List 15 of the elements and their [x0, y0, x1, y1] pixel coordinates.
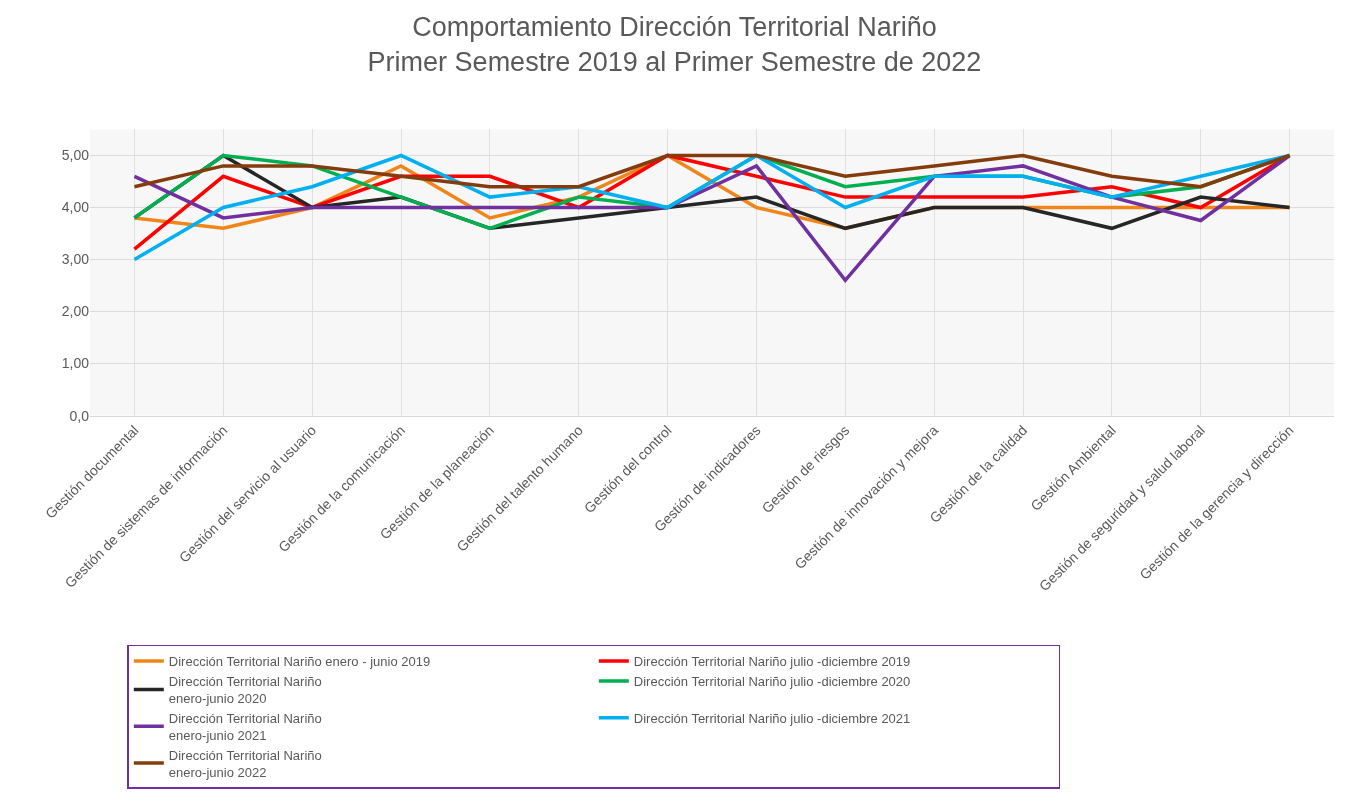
y-tick-label: 2,00 [61, 303, 90, 320]
legend-label: Dirección Territorial Nariño julio -diciembre 2019 [633, 654, 911, 670]
y-tick-label: 0,0 [69, 407, 90, 424]
line-series [132, 153, 1292, 189]
legend-label: Dirección Territorial Nariño enero - junio 2019 [168, 654, 431, 670]
legend-label: Dirección Territorial Nariño julio -diciembre 2021 [633, 710, 911, 726]
chart-title: Comportamiento Dirección Territorial Nariño Primer Semestre 2019 al Primer Semestre de 2022 [367, 11, 982, 78]
legend-label: Dirección Territorial Nariño enero-junio 2020 [168, 674, 322, 706]
legend-label: Dirección Territorial Nariño julio -diciembre 2020 [633, 674, 911, 690]
y-tick-label: 1,00 [61, 355, 90, 372]
y-tick-label: 5,00 [61, 147, 90, 164]
legend-label: Dirección Territorial Nariño enero-junio 2021 [168, 710, 322, 743]
y-tick-label: 3,00 [61, 251, 90, 268]
y-tick-label: 4,00 [61, 199, 90, 216]
legend-label: Dirección Territorial Nariño enero-junio 2022 [168, 747, 322, 780]
